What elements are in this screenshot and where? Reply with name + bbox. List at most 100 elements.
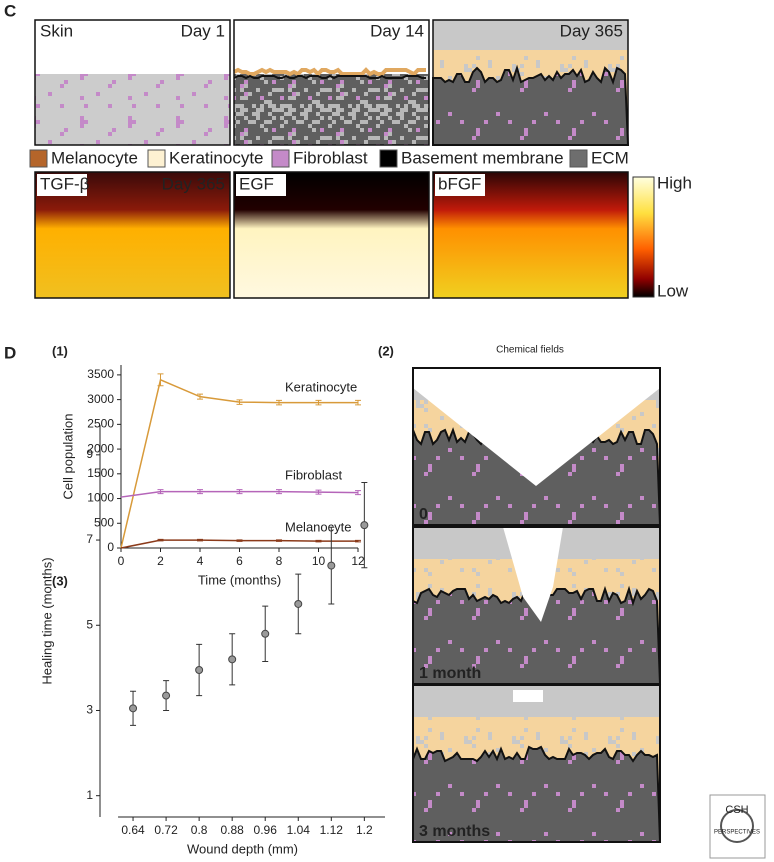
- series-label: Keratinocyte: [285, 379, 357, 394]
- panel-text: EGF: [239, 174, 274, 193]
- legend-swatch: [271, 149, 290, 168]
- panel-text: Day 365: [162, 174, 225, 193]
- y-tick-label: 0: [107, 540, 114, 554]
- legend-label: Basement membrane: [401, 148, 564, 167]
- x-tick-label: 4: [197, 554, 204, 568]
- kera-band: [233, 67, 426, 77]
- x-tick-label: 1.12: [320, 823, 344, 837]
- field-panel: [34, 171, 231, 299]
- x-tick-label: 0.72: [154, 823, 178, 837]
- legend-swatch: [147, 149, 166, 168]
- logo-title: CSH: [725, 804, 748, 816]
- point: [162, 691, 171, 700]
- error-bar: [197, 489, 203, 495]
- label-bg: [435, 174, 485, 196]
- colorbar-label: Low: [657, 281, 689, 300]
- y-tick-label: 3500: [87, 367, 114, 381]
- series-label: Fibroblast: [285, 467, 342, 482]
- legend-label: ECM: [591, 148, 629, 167]
- wound: [413, 368, 660, 486]
- error-bar: [276, 539, 282, 542]
- logo: CSH PERSPECTIVES: [709, 794, 766, 859]
- error-bar: [355, 399, 361, 406]
- y-tick-label: 1500: [87, 466, 114, 480]
- panel-text: bFGF: [438, 174, 481, 193]
- wound-label: 3 months: [419, 823, 490, 840]
- error-bar: [236, 539, 243, 542]
- legend-label: Melanocyte: [51, 148, 138, 167]
- wound-label: 1 month: [419, 665, 481, 682]
- x-tick-label: 1.2: [356, 823, 373, 837]
- y-tick-label: 3: [86, 703, 93, 717]
- panel-label: D: [4, 343, 16, 362]
- y-tick-label: 500: [94, 515, 114, 529]
- x-tick-label: 10: [312, 554, 326, 568]
- colorbar: [632, 176, 655, 298]
- skin-panel: [233, 19, 430, 146]
- label-bg: [37, 174, 87, 196]
- x-tick-label: 0.96: [254, 823, 278, 837]
- x-axis-label: Time (months): [198, 572, 281, 587]
- panel-label: C: [4, 1, 16, 20]
- skin-panel: [432, 19, 629, 146]
- error-bar: [315, 489, 322, 495]
- wound: [503, 527, 563, 622]
- wound-frame: [412, 684, 661, 843]
- subpanel-label: (1): [52, 343, 68, 358]
- x-tick-label: 12: [351, 554, 365, 568]
- panel-text: Day 365: [560, 21, 623, 40]
- x-tick-label: 6: [236, 554, 243, 568]
- x-tick-label: 0.64: [121, 823, 145, 837]
- ecm: [432, 64, 630, 146]
- panel-text: Skin: [40, 21, 73, 40]
- x-axis-label: Wound depth (mm): [187, 841, 298, 856]
- point: [261, 629, 270, 638]
- error-bar: [236, 399, 243, 405]
- skin-panel: [34, 19, 231, 146]
- legend-label: Keratinocyte: [169, 148, 264, 167]
- panel-text: Day 14: [370, 21, 424, 40]
- point: [327, 561, 336, 570]
- error-bar: [157, 489, 164, 495]
- field-panel: [233, 171, 430, 299]
- x-tick-label: 1.04: [287, 823, 311, 837]
- y-tick-label: 2500: [87, 417, 114, 431]
- membrane: [233, 74, 426, 80]
- y-tick-label: 1: [86, 788, 93, 802]
- ecm: [412, 745, 662, 843]
- point: [360, 521, 369, 530]
- panel-text: Day 1: [181, 21, 225, 40]
- skin-sim: [35, 74, 230, 145]
- error-bar: [197, 538, 203, 542]
- skin-sim: [234, 74, 429, 145]
- error-bar: [355, 490, 361, 496]
- field-panel: [432, 171, 629, 299]
- error-bar: [276, 399, 282, 406]
- legend-swatch: [379, 149, 398, 168]
- y-tick-label: 3000: [87, 392, 114, 406]
- error-bar: [315, 539, 322, 543]
- legend-swatch: [29, 149, 48, 168]
- subpanel-label: (3): [52, 573, 68, 588]
- skin-sim: [433, 20, 628, 50]
- wound-label: 0: [419, 506, 428, 523]
- x-tick-label: 0.8: [191, 823, 208, 837]
- error-bar: [236, 489, 243, 495]
- fields-title: Chemical fields: [496, 345, 564, 356]
- wound: [513, 690, 543, 702]
- logo-subtitle: PERSPECTIVES: [714, 830, 760, 836]
- x-tick-label: 0: [118, 554, 125, 568]
- point: [195, 666, 204, 674]
- y-tick-label: 9: [86, 447, 93, 461]
- error-bar: [157, 538, 164, 542]
- point: [294, 599, 303, 608]
- point: [228, 655, 237, 664]
- y-tick-label: 1000: [87, 491, 114, 505]
- subpanel-label: (2): [378, 343, 394, 358]
- x-tick-label: 2: [157, 554, 164, 568]
- colorbar-label: High: [657, 173, 692, 192]
- x-tick-label: 0.88: [220, 823, 244, 837]
- x-tick-label: 8: [276, 554, 283, 568]
- error-bar: [157, 373, 164, 387]
